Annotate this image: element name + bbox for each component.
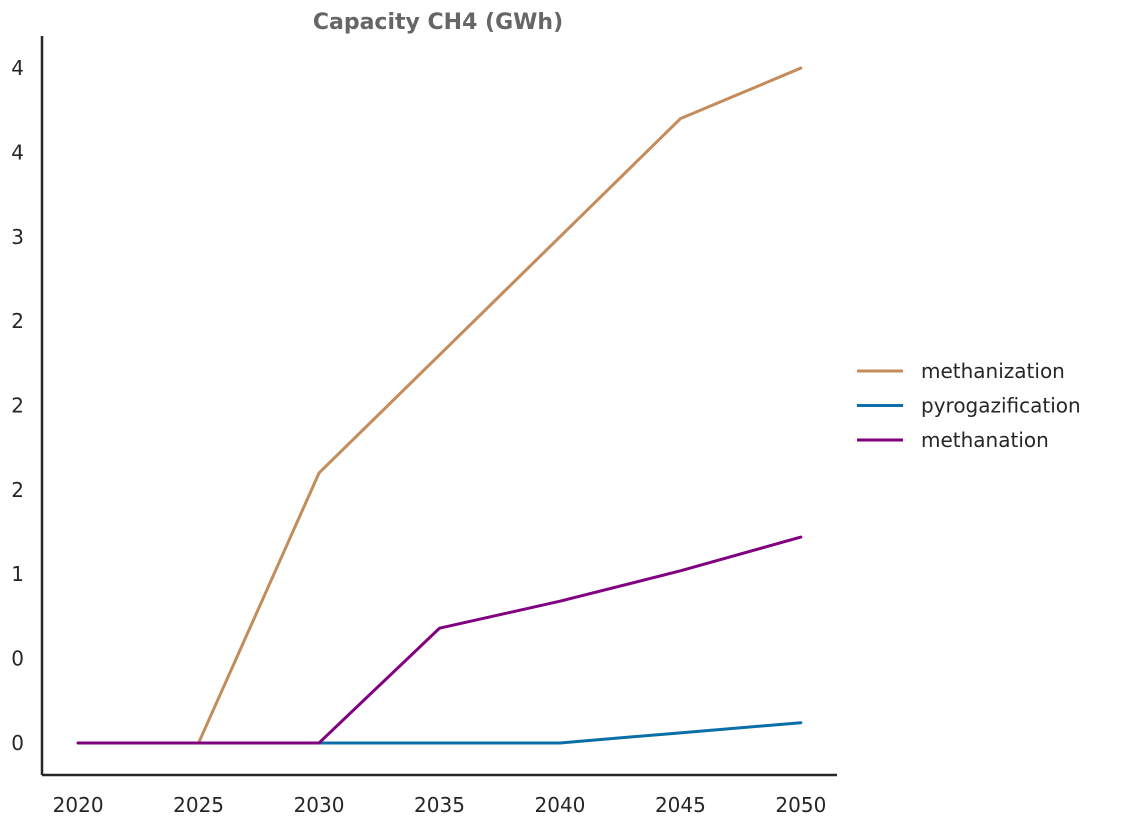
x-tick-label: 2030: [294, 793, 345, 817]
y-tick-label: 3: [11, 225, 24, 249]
x-tick-label: 2025: [173, 793, 224, 817]
series-line-methanation: [76, 535, 803, 745]
axes: [40, 36, 837, 777]
legend: methanization pyrogazification methanation: [857, 359, 1081, 452]
legend-label-pyrogazification: pyrogazification: [921, 394, 1081, 418]
chart-title: Capacity CH4 (GWh): [313, 10, 563, 35]
x-tick-label: 2045: [655, 793, 706, 817]
y-tick-label: 2: [11, 394, 24, 418]
y-tick-label: 4: [11, 140, 24, 164]
series-line-methanization: [76, 66, 803, 745]
legend-label-methanation: methanation: [921, 428, 1049, 452]
y-tick-label: 2: [11, 309, 24, 333]
series-group: [76, 66, 803, 745]
series-line-pyrogazification: [76, 721, 803, 745]
x-tick-label: 2040: [535, 793, 586, 817]
y-tick-label: 2: [11, 478, 24, 502]
x-axis-ticks: 2020 2025 2030 2035 2040 2045 2050: [53, 793, 827, 817]
x-tick-label: 2035: [414, 793, 465, 817]
y-axis-ticks: 0 0 1 2 2 2 3 4 4: [11, 56, 24, 755]
legend-label-methanization: methanization: [921, 359, 1065, 383]
x-tick-label: 2050: [775, 793, 826, 817]
y-tick-label: 0: [11, 731, 24, 755]
y-tick-label: 1: [11, 562, 24, 586]
x-tick-label: 2020: [53, 793, 104, 817]
y-tick-label: 0: [11, 647, 24, 671]
y-tick-label: 4: [11, 56, 24, 80]
